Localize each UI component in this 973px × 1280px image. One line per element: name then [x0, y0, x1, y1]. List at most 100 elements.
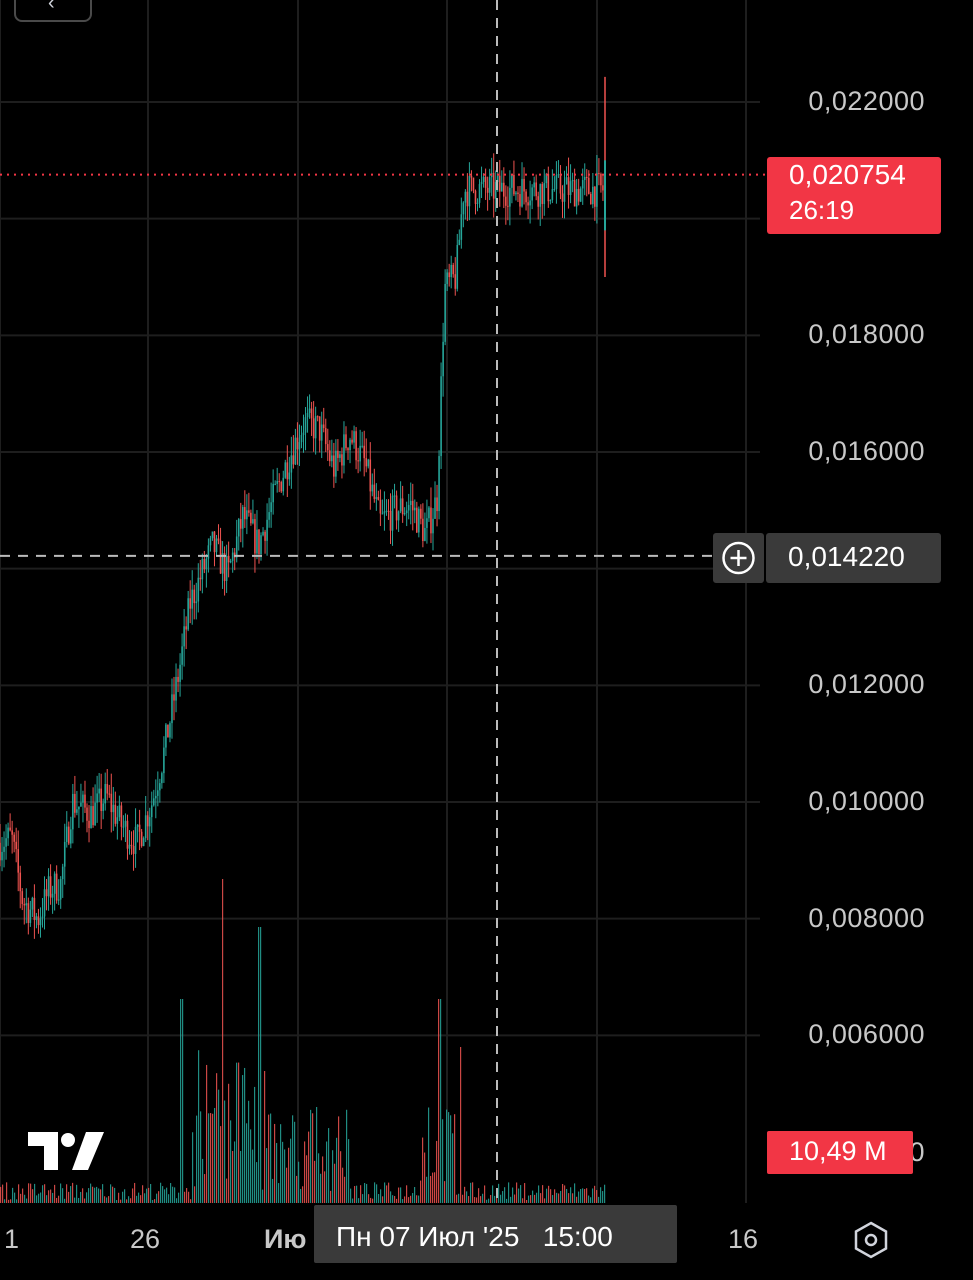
volume-bar: [498, 1183, 500, 1203]
candle-body: [527, 202, 529, 206]
candle-body: [175, 676, 177, 701]
volume-bar: [286, 1167, 288, 1203]
volume-bar: [382, 1196, 384, 1203]
candle-body: [418, 508, 420, 533]
volume-bar: [58, 1195, 60, 1203]
candle-body: [409, 500, 412, 506]
tradingview-logo-icon: [28, 1132, 104, 1177]
candle-body: [189, 598, 191, 609]
volume-bar: [32, 1189, 34, 1203]
volume-bar: [152, 1199, 154, 1203]
volume-bar: [10, 1199, 12, 1203]
volume-bar: [422, 1137, 424, 1203]
volume-bar: [144, 1193, 146, 1203]
candle-body: [531, 187, 533, 201]
volume-bar: [20, 1193, 22, 1203]
candle-body: [55, 873, 58, 901]
candle-body: [43, 889, 46, 917]
price-tick-label: 0,006000: [808, 1019, 925, 1050]
volume-bar: [466, 1191, 468, 1203]
candle-body: [444, 283, 446, 342]
volume-bar: [418, 1195, 420, 1203]
candle-body: [159, 783, 161, 791]
candle-body: [173, 694, 175, 701]
volume-bar: [324, 1171, 326, 1203]
candle-body: [450, 264, 453, 278]
volume-bar: [386, 1185, 388, 1203]
candle-body: [181, 646, 183, 665]
candle-body: [391, 495, 394, 531]
volume-bar: [446, 1109, 448, 1203]
candle-body: [484, 176, 487, 188]
candle-body: [464, 191, 467, 203]
crosshair-time-badge: Пн 07 Июл '25 15:00: [314, 1205, 677, 1263]
volume-bar: [62, 1188, 64, 1203]
candle-body: [573, 180, 576, 207]
time-tick-1: 26: [130, 1224, 161, 1254]
candle-body: [322, 424, 325, 429]
volume-bar: [276, 1143, 278, 1203]
volume-bar: [556, 1192, 558, 1203]
volume-bar: [180, 999, 182, 1203]
candle-body: [258, 529, 260, 555]
candle-body: [225, 555, 228, 581]
candle-body: [381, 513, 384, 515]
candle-body: [357, 460, 359, 462]
candle-body: [203, 559, 206, 570]
candle-body: [533, 182, 535, 188]
volume-bar: [278, 1183, 280, 1203]
volume-bar: [358, 1198, 360, 1203]
volume-bar: [84, 1198, 86, 1203]
plus-circle-icon: [722, 541, 755, 575]
candle-body: [110, 793, 113, 813]
candle-body: [264, 531, 266, 541]
volume-bar: [254, 1086, 256, 1203]
volume-bar: [578, 1191, 580, 1203]
candle-body: [256, 529, 258, 554]
candle-body: [35, 916, 38, 920]
volume-bar: [336, 1137, 338, 1203]
volume-bar: [42, 1185, 44, 1203]
volume-bar: [320, 1173, 322, 1203]
volume-bar: [594, 1185, 596, 1203]
volume-bar: [392, 1195, 394, 1203]
volume-bar: [376, 1184, 378, 1203]
candle-body: [397, 511, 400, 521]
candle-body: [276, 481, 278, 484]
hexagon-settings-icon[interactable]: [850, 1219, 892, 1266]
volume-bar: [172, 1186, 174, 1203]
candle-body: [296, 437, 299, 450]
add-alert-button[interactable]: [713, 533, 764, 583]
candle-body: [268, 512, 270, 520]
volume-bar: [138, 1192, 140, 1203]
volume-bar: [596, 1190, 598, 1203]
volume-bar: [508, 1182, 510, 1203]
volume-bar: [492, 1185, 494, 1203]
volume-bar: [528, 1195, 530, 1203]
volume-bar: [350, 1188, 352, 1203]
volume-bar: [52, 1192, 54, 1203]
volume-bar: [598, 1196, 600, 1203]
volume-bar: [12, 1187, 14, 1203]
volume-bar: [576, 1196, 578, 1203]
candle-body: [146, 815, 149, 827]
candle-body: [519, 194, 521, 207]
volume-bar: [532, 1190, 534, 1203]
volume-bar: [252, 1149, 254, 1203]
candle-body: [456, 244, 459, 289]
back-button[interactable]: ‹: [14, 0, 92, 22]
candle-body: [211, 531, 214, 539]
candle-body: [492, 172, 495, 199]
volume-bar: [490, 1194, 492, 1203]
candle-body: [331, 455, 333, 462]
candle-body: [15, 841, 17, 850]
candle-body: [282, 477, 285, 492]
volume-bar: [78, 1197, 80, 1203]
candle-body: [116, 817, 119, 824]
volume-bar: [160, 1182, 162, 1203]
volume-bar: [586, 1188, 588, 1203]
candle-body: [221, 553, 224, 574]
volume-bar: [110, 1184, 112, 1203]
volume-bar: [104, 1196, 106, 1203]
